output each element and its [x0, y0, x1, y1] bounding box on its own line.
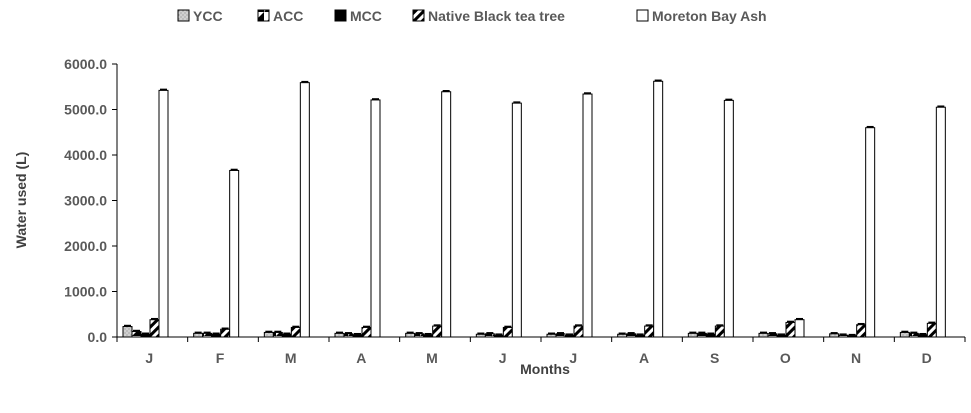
legend-swatch — [334, 9, 347, 22]
bar — [493, 334, 504, 338]
bar — [352, 334, 363, 338]
bar — [370, 99, 381, 338]
bar — [564, 334, 575, 338]
bar — [511, 102, 522, 338]
legend-swatch — [177, 9, 190, 22]
y-tick-label: 3000.0 — [64, 193, 107, 209]
bar — [202, 332, 213, 338]
x-tick-label: M — [285, 350, 297, 366]
bar — [785, 321, 796, 338]
x-tick-label: J — [145, 350, 153, 366]
bar — [555, 333, 566, 338]
bar — [131, 331, 142, 338]
bar — [423, 334, 434, 338]
bar — [758, 332, 769, 338]
bar — [573, 325, 584, 338]
bar — [626, 333, 637, 338]
y-tick-label: 0.0 — [88, 329, 108, 345]
bar — [475, 333, 486, 338]
bar — [281, 333, 292, 338]
bar — [582, 93, 593, 338]
bar — [865, 127, 876, 338]
bar — [723, 99, 734, 338]
legend-label: Native Black tea tree — [428, 8, 565, 24]
bar — [705, 333, 716, 338]
bar — [696, 332, 707, 338]
bar — [767, 333, 778, 338]
bar — [405, 332, 416, 338]
bar — [502, 326, 513, 338]
bar — [193, 332, 204, 338]
x-tick-label: A — [639, 350, 649, 366]
bar — [546, 333, 557, 338]
bar — [794, 319, 805, 338]
x-tick-label: J — [569, 350, 577, 366]
bar — [653, 80, 664, 338]
bar — [838, 334, 849, 338]
bar — [714, 325, 725, 338]
bar — [829, 333, 840, 338]
bar — [484, 333, 495, 338]
bar — [917, 334, 928, 338]
bar — [441, 91, 452, 338]
bar — [617, 333, 628, 338]
bar — [432, 325, 443, 338]
x-tick-label: D — [922, 350, 932, 366]
bar — [343, 333, 354, 338]
bar — [140, 333, 151, 338]
legend-label: Moreton Bay Ash — [652, 8, 767, 24]
y-axis-title: Water used (L) — [13, 152, 29, 249]
bar — [272, 331, 283, 338]
y-tick-label: 4000.0 — [64, 147, 107, 163]
x-tick-label: N — [851, 350, 861, 366]
bars — [122, 79, 946, 338]
bar — [926, 322, 937, 338]
y-tick-label: 5000.0 — [64, 102, 107, 118]
axes: 0.0 1000.0 2000.0 3000.0 4000.0 5000.0 6000.0 J… — [64, 56, 966, 366]
legend-swatch — [636, 9, 649, 22]
bar — [644, 325, 655, 338]
legend: YCC ACC MCC Native Black tea tree Moreton Ba… — [177, 8, 767, 24]
x-axis-title: Months — [520, 361, 570, 377]
bar — [414, 333, 425, 338]
bar — [635, 334, 646, 338]
legend-label: YCC — [193, 8, 223, 24]
bar — [158, 89, 169, 338]
bar — [149, 319, 160, 338]
bar — [361, 326, 372, 338]
bar — [290, 326, 301, 338]
legend-label: MCC — [350, 8, 382, 24]
x-tick-label: O — [780, 350, 791, 366]
bar — [334, 332, 345, 338]
x-tick-label: S — [710, 350, 719, 366]
y-tick-label: 2000.0 — [64, 238, 107, 254]
bar — [899, 331, 910, 338]
legend-swatch — [257, 9, 270, 22]
bar — [220, 328, 231, 338]
bar — [263, 331, 274, 338]
bar — [687, 332, 698, 338]
x-tick-label: J — [499, 350, 507, 366]
bar — [299, 82, 310, 338]
bar — [856, 324, 867, 338]
bar — [908, 332, 919, 338]
x-tick-label: A — [356, 350, 366, 366]
bar — [211, 333, 222, 338]
bar — [776, 334, 787, 338]
legend-label: ACC — [273, 8, 303, 24]
bar — [122, 326, 133, 338]
bar — [229, 169, 240, 338]
legend-swatch — [412, 9, 425, 22]
bar — [847, 335, 858, 338]
x-tick-label: F — [216, 350, 225, 366]
y-tick-label: 6000.0 — [64, 56, 107, 72]
x-tick-label: M — [426, 350, 438, 366]
bar — [935, 106, 946, 338]
y-tick-label: 1000.0 — [64, 284, 107, 300]
